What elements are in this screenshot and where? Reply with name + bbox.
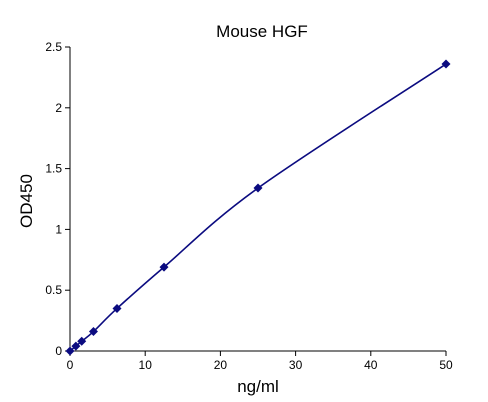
x-tick-label: 10: [139, 358, 153, 372]
x-ticks: 0 10 20 30 40 50: [67, 351, 453, 372]
data-point: [253, 183, 263, 193]
y-tick-label: 0: [55, 344, 62, 358]
data-point: [88, 327, 98, 337]
x-axis-title: ng/ml: [237, 377, 279, 396]
x-tick-label: 0: [67, 358, 74, 372]
chart-title: Mouse HGF: [216, 22, 308, 41]
y-tick-label: 0.5: [45, 283, 62, 297]
data-markers: [65, 59, 451, 356]
data-point: [112, 303, 122, 313]
y-tick-label: 2.5: [45, 40, 62, 54]
data-point: [71, 341, 81, 351]
y-tick-label: 2: [55, 101, 62, 115]
x-tick-label: 20: [214, 358, 228, 372]
y-tick-label: 1.5: [45, 162, 62, 176]
axes: [69, 47, 446, 352]
data-point: [441, 59, 451, 69]
x-tick-label: 30: [289, 358, 303, 372]
data-point: [159, 262, 169, 272]
y-ticks: 0 0.5 1 1.5 2 2.5: [45, 40, 70, 358]
x-tick-label: 50: [439, 358, 453, 372]
x-tick-label: 40: [364, 358, 378, 372]
y-tick-label: 1: [55, 222, 62, 236]
data-point: [77, 336, 87, 346]
y-axis-title: OD450: [17, 174, 36, 228]
series-curve: [69, 63, 447, 352]
data-point: [65, 346, 75, 356]
